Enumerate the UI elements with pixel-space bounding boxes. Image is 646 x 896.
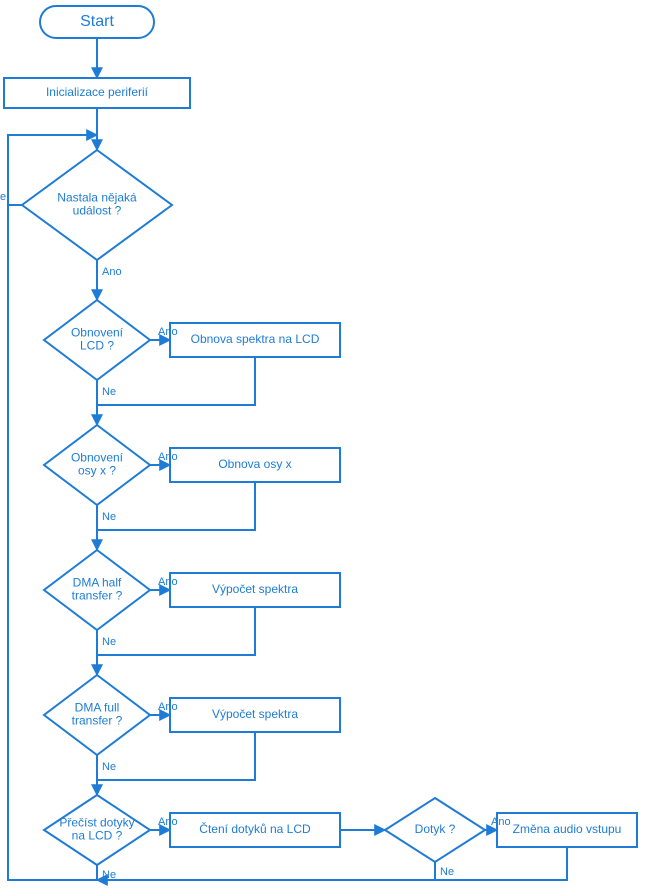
node-start: Start	[40, 6, 154, 38]
node-init: Inicializace periferií	[4, 78, 190, 108]
node-lcdp: Obnova spektra na LCD	[170, 323, 340, 357]
svg-text:LCD ?: LCD ?	[80, 339, 114, 353]
svg-text:Ano: Ano	[158, 816, 178, 828]
svg-text:událost ?: událost ?	[73, 204, 122, 218]
node-dotq: Dotyk ?	[385, 798, 485, 862]
svg-text:Ne: Ne	[102, 511, 116, 523]
svg-text:Čtení dotyků na LCD: Čtení dotyků na LCD	[199, 821, 311, 836]
node-osxq: Obnoveníosy x ?	[44, 425, 150, 505]
svg-text:na LCD ?: na LCD ?	[72, 829, 123, 843]
svg-text:osy x ?: osy x ?	[78, 464, 116, 478]
svg-text:Ano: Ano	[158, 451, 178, 463]
node-audio: Změna audio vstupu	[497, 813, 637, 847]
svg-text:Obnovení: Obnovení	[71, 451, 124, 465]
svg-text:Ano: Ano	[158, 576, 178, 588]
svg-text:Start: Start	[80, 13, 114, 30]
svg-text:Ne: Ne	[0, 191, 6, 203]
svg-text:Výpočet spektra: Výpočet spektra	[212, 707, 298, 721]
svg-text:Přečíst dotyky: Přečíst dotyky	[59, 816, 134, 830]
svg-text:Změna audio vstupu: Změna audio vstupu	[513, 822, 622, 836]
svg-text:Ne: Ne	[102, 761, 116, 773]
flowchart: Start Inicializace periferií Nastala nějak…	[0, 0, 646, 896]
svg-text:Obnovení: Obnovení	[71, 326, 124, 340]
svg-text:Ano: Ano	[491, 816, 511, 828]
svg-text:Výpočet spektra: Výpočet spektra	[212, 582, 298, 596]
svg-text:Dotyk ?: Dotyk ?	[415, 822, 456, 836]
svg-text:Ne: Ne	[102, 869, 116, 881]
svg-text:Ano: Ano	[102, 266, 122, 278]
svg-text:Ano: Ano	[158, 326, 178, 338]
node-dmahp: Výpočet spektra	[170, 573, 340, 607]
svg-text:transfer ?: transfer ?	[72, 589, 123, 603]
svg-text:Ne: Ne	[102, 636, 116, 648]
svg-text:DMA full: DMA full	[75, 701, 120, 715]
node-touchp: Čtení dotyků na LCD	[170, 813, 340, 847]
svg-text:Nastala nějaká: Nastala nějaká	[57, 191, 137, 205]
svg-text:Inicializace periferií: Inicializace periferií	[46, 85, 149, 99]
svg-text:Obnova spektra na LCD: Obnova spektra na LCD	[191, 332, 320, 346]
node-dmahq: DMA halftransfer ?	[44, 550, 150, 630]
node-osxp: Obnova osy x	[170, 448, 340, 482]
node-dmafp: Výpočet spektra	[170, 698, 340, 732]
svg-text:Obnova osy x: Obnova osy x	[218, 457, 291, 471]
node-lcdq: ObnoveníLCD ?	[44, 300, 150, 380]
svg-text:transfer ?: transfer ?	[72, 714, 123, 728]
svg-text:Ano: Ano	[158, 701, 178, 713]
svg-text:DMA half: DMA half	[73, 576, 122, 590]
node-event: Nastala nějakáudálost ?	[22, 150, 172, 260]
node-dmafq: DMA fulltransfer ?	[44, 675, 150, 755]
svg-text:Ne: Ne	[102, 386, 116, 398]
node-touchq: Přečíst dotykyna LCD ?	[44, 795, 150, 865]
svg-text:Ne: Ne	[440, 866, 454, 878]
